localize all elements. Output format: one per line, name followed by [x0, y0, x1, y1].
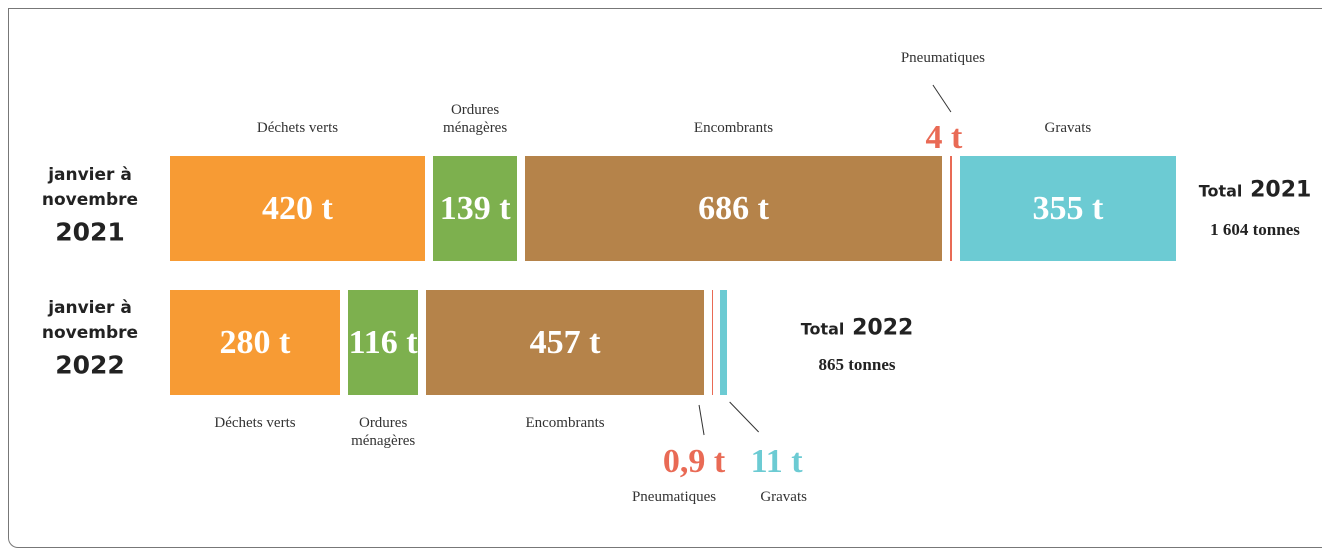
- frame: [8, 8, 1322, 548]
- series-name: Déchets verts: [214, 415, 296, 431]
- year-label: 2021: [55, 217, 125, 247]
- period-label: novembre: [41, 190, 139, 210]
- total-title: Total 2022: [801, 316, 914, 341]
- period-label: janvier à: [48, 298, 132, 318]
- bar-segment: [711, 290, 713, 395]
- total-word: Total: [1198, 181, 1243, 201]
- leader-line: [729, 401, 760, 433]
- bar-segment: [720, 290, 727, 395]
- bar-segment: [949, 156, 953, 261]
- series-name: Encombrants: [525, 415, 605, 431]
- period-label: janvier à: [48, 165, 132, 185]
- bar-segment: [347, 290, 419, 395]
- value-label: 4 t: [925, 119, 963, 156]
- series-name: Gravats: [1044, 120, 1092, 136]
- bar-segment: [525, 156, 942, 261]
- value-label: 457 t: [529, 323, 601, 361]
- leader-line: [932, 84, 952, 113]
- total-value: 865 tonnes: [818, 355, 896, 374]
- value-label: 686 t: [698, 189, 769, 227]
- value-label: 420 t: [262, 189, 333, 227]
- series-name: Encombrants: [693, 120, 774, 136]
- series-name: Ordures ménagères: [443, 102, 508, 136]
- year-label: 2022: [55, 350, 125, 380]
- value-label: 355 t: [1032, 189, 1104, 227]
- total-year: 2021: [1242, 177, 1312, 203]
- series-name: Déchets verts: [256, 120, 339, 136]
- value-label: 11 t: [750, 443, 803, 480]
- value-label: 116 t: [348, 323, 418, 361]
- total-word: Total: [800, 319, 845, 339]
- leader-line: [698, 404, 705, 436]
- series-name: Pneumatiques: [900, 50, 985, 66]
- total-title: Total 2021: [1199, 178, 1312, 203]
- value-label: 0,9 t: [662, 443, 726, 480]
- value-label: 280 t: [219, 323, 291, 361]
- series-name: Gravats: [760, 489, 807, 505]
- period-label: novembre: [41, 323, 139, 343]
- total-year: 2022: [844, 315, 914, 341]
- bar-segment: [960, 156, 1176, 261]
- series-name: Ordures ménagères: [351, 415, 416, 449]
- bar-segment: [170, 156, 425, 261]
- bar-segment: [426, 290, 704, 395]
- series-name: Pneumatiques: [631, 489, 717, 505]
- total-value: 1 604 tonnes: [1210, 220, 1300, 239]
- bar-segment: [170, 290, 340, 395]
- bar-segment: [432, 156, 518, 261]
- value-label: 139 t: [439, 189, 511, 227]
